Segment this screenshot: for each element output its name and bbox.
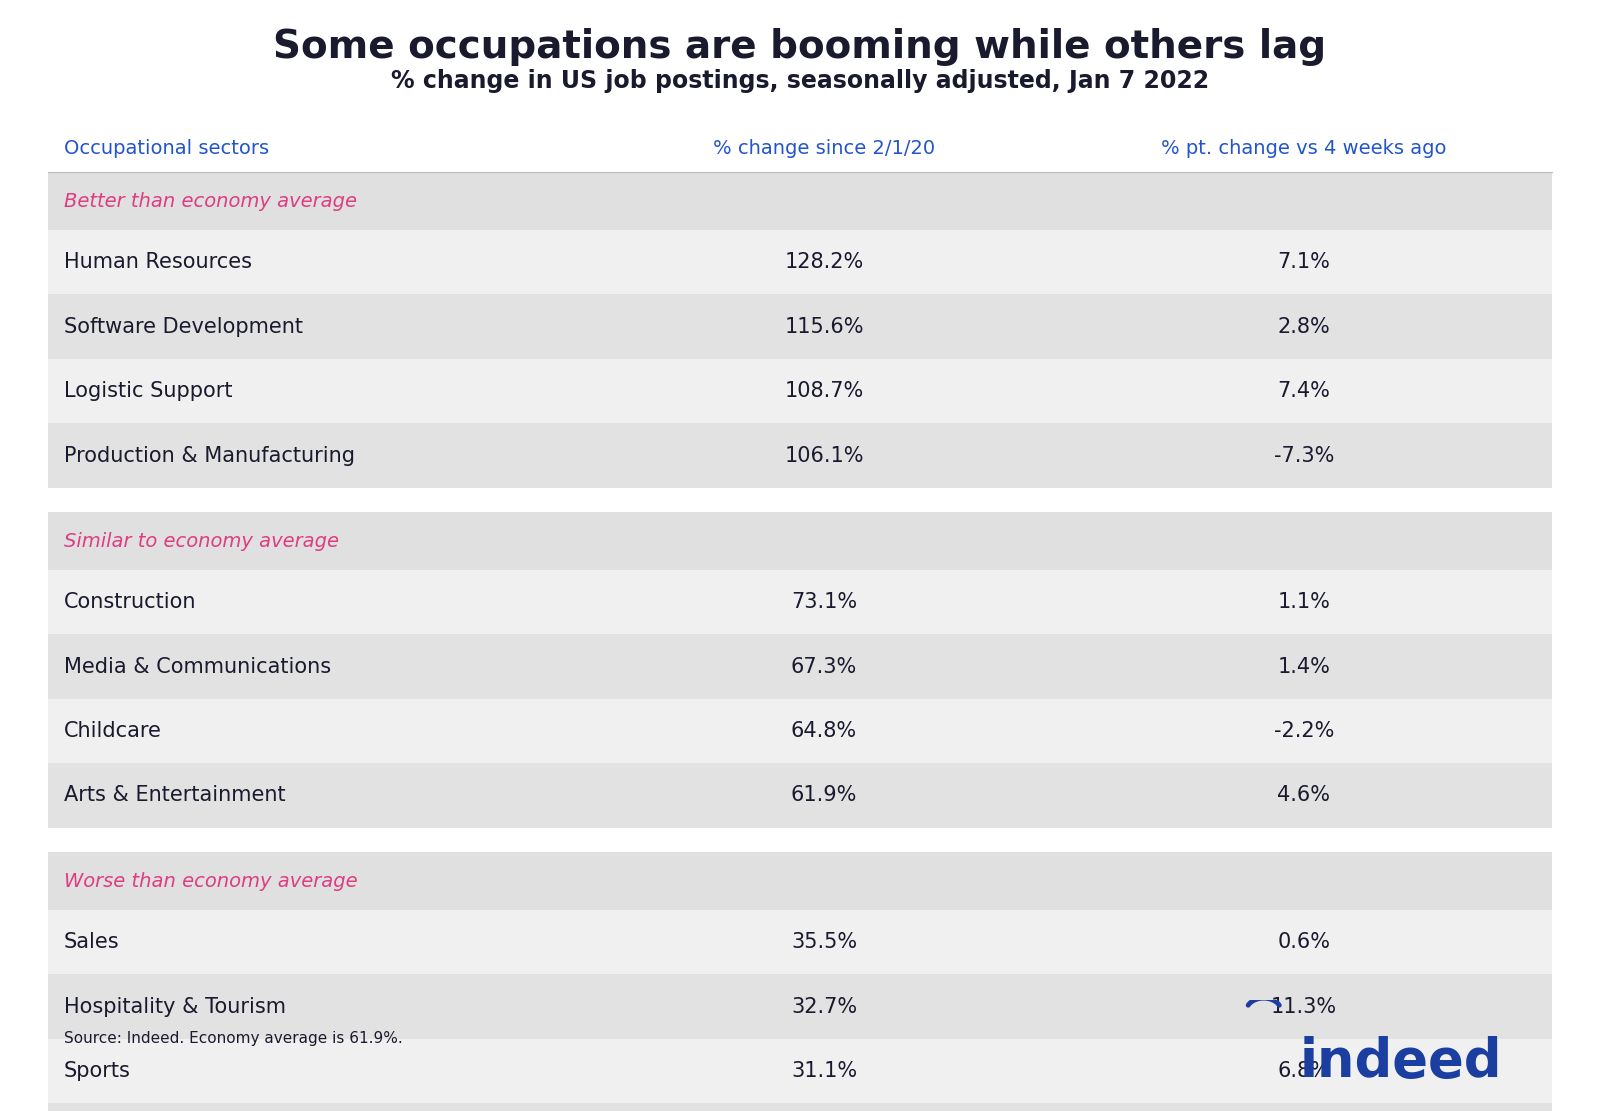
Text: Software Development: Software Development xyxy=(64,317,302,337)
Text: 64.8%: 64.8% xyxy=(790,721,858,741)
Text: Logistic Support: Logistic Support xyxy=(64,381,232,401)
Text: Human Resources: Human Resources xyxy=(64,252,253,272)
Text: 7.1%: 7.1% xyxy=(1277,252,1331,272)
Text: -7.3%: -7.3% xyxy=(1274,446,1334,466)
Text: 106.1%: 106.1% xyxy=(784,446,864,466)
Bar xyxy=(48,852,1552,910)
Text: 31.1%: 31.1% xyxy=(790,1061,858,1081)
Text: 67.3%: 67.3% xyxy=(790,657,858,677)
Text: % pt. change vs 4 weeks ago: % pt. change vs 4 weeks ago xyxy=(1162,139,1446,158)
Text: Childcare: Childcare xyxy=(64,721,162,741)
Text: Media & Communications: Media & Communications xyxy=(64,657,331,677)
Text: Construction: Construction xyxy=(64,592,197,612)
Text: Occupational sectors: Occupational sectors xyxy=(64,139,269,158)
Text: % change in US job postings, seasonally adjusted, Jan 7 2022: % change in US job postings, seasonally … xyxy=(390,69,1210,93)
Text: 115.6%: 115.6% xyxy=(784,317,864,337)
Text: 4.6%: 4.6% xyxy=(1277,785,1331,805)
Text: Similar to economy average: Similar to economy average xyxy=(64,531,339,551)
Bar xyxy=(48,763,1552,828)
Text: 1.4%: 1.4% xyxy=(1277,657,1331,677)
Text: 108.7%: 108.7% xyxy=(784,381,864,401)
Text: 1.1%: 1.1% xyxy=(1277,592,1331,612)
Text: Sales: Sales xyxy=(64,932,120,952)
Text: Hospitality & Tourism: Hospitality & Tourism xyxy=(64,997,286,1017)
Bar xyxy=(48,359,1552,423)
Bar xyxy=(48,634,1552,699)
Text: 0.6%: 0.6% xyxy=(1277,932,1331,952)
Text: Production & Manufacturing: Production & Manufacturing xyxy=(64,446,355,466)
Bar xyxy=(48,423,1552,488)
Bar xyxy=(48,570,1552,634)
Bar xyxy=(48,488,1552,512)
Bar xyxy=(48,974,1552,1039)
Text: 61.9%: 61.9% xyxy=(790,785,858,805)
Text: Better than economy average: Better than economy average xyxy=(64,191,357,211)
Bar xyxy=(48,230,1552,294)
Text: Sports: Sports xyxy=(64,1061,131,1081)
Text: 73.1%: 73.1% xyxy=(790,592,858,612)
Bar xyxy=(48,1039,1552,1103)
Bar xyxy=(48,828,1552,852)
Text: 6.8%: 6.8% xyxy=(1277,1061,1331,1081)
Text: 2.8%: 2.8% xyxy=(1278,317,1330,337)
Text: 128.2%: 128.2% xyxy=(784,252,864,272)
Text: -2.2%: -2.2% xyxy=(1274,721,1334,741)
Text: Worse than economy average: Worse than economy average xyxy=(64,871,358,891)
Text: 7.4%: 7.4% xyxy=(1277,381,1331,401)
Bar xyxy=(48,1103,1552,1111)
Bar xyxy=(48,512,1552,570)
Bar xyxy=(48,910,1552,974)
Text: Some occupations are booming while others lag: Some occupations are booming while other… xyxy=(274,28,1326,66)
Text: 35.5%: 35.5% xyxy=(790,932,858,952)
Text: 32.7%: 32.7% xyxy=(790,997,858,1017)
Text: Source: Indeed. Economy average is 61.9%.: Source: Indeed. Economy average is 61.9%… xyxy=(64,1031,403,1047)
Text: indeed: indeed xyxy=(1299,1037,1502,1089)
Text: % change since 2/1/20: % change since 2/1/20 xyxy=(714,139,934,158)
Bar xyxy=(48,172,1552,230)
Text: Arts & Entertainment: Arts & Entertainment xyxy=(64,785,286,805)
Bar xyxy=(48,699,1552,763)
Bar xyxy=(48,294,1552,359)
Text: 11.3%: 11.3% xyxy=(1270,997,1338,1017)
